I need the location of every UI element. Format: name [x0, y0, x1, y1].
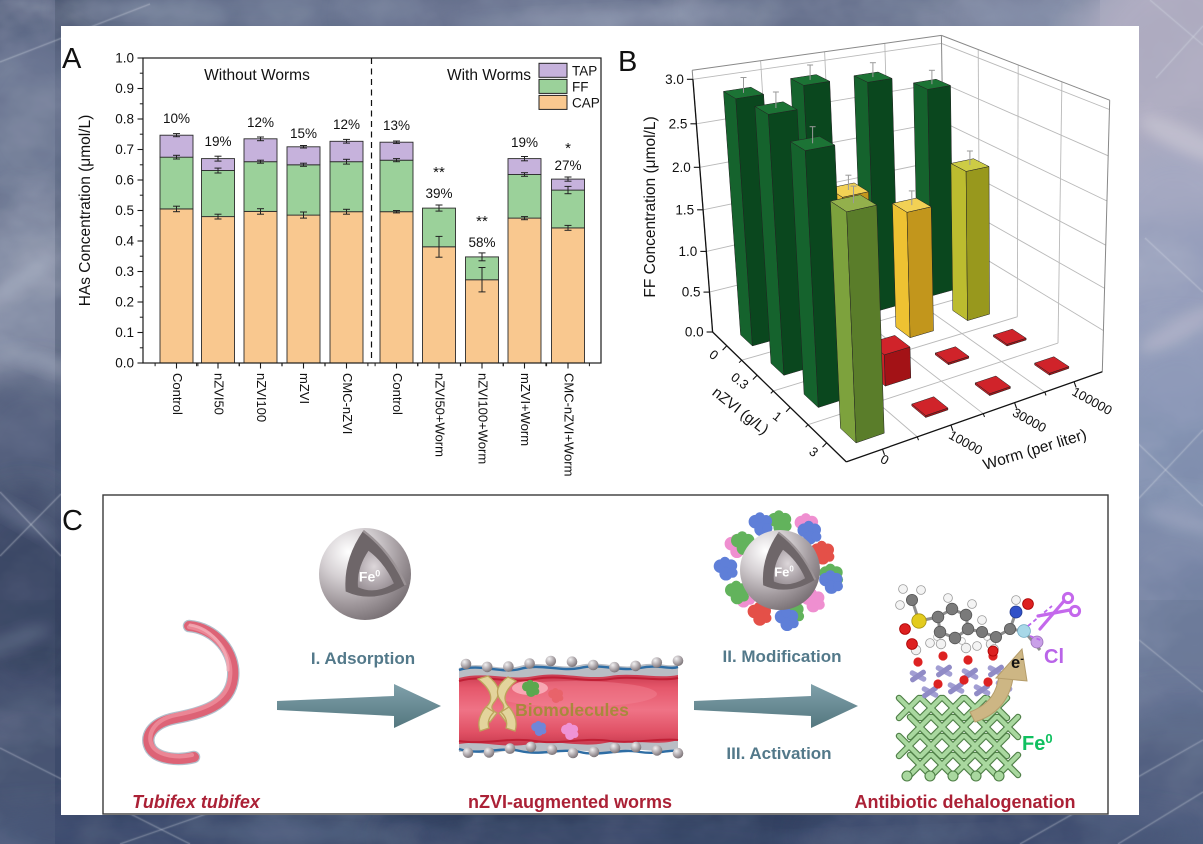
svg-text:27%: 27% — [554, 158, 581, 173]
svg-text:2.5: 2.5 — [669, 116, 688, 131]
svg-text:mZVI: mZVI — [297, 373, 312, 404]
svg-text:0.7: 0.7 — [115, 142, 134, 157]
svg-text:*: * — [565, 140, 571, 157]
svg-text:0.1: 0.1 — [115, 325, 134, 340]
svg-text:mZVI+Worm: mZVI+Worm — [518, 373, 533, 446]
svg-text:1.0: 1.0 — [115, 51, 134, 66]
svg-text:12%: 12% — [247, 115, 274, 130]
svg-text:58%: 58% — [468, 235, 495, 250]
svg-text:C: C — [62, 505, 83, 537]
svg-text:0.0: 0.0 — [115, 356, 134, 371]
svg-text:FF: FF — [572, 79, 589, 94]
svg-text:15%: 15% — [290, 126, 317, 141]
svg-text:19%: 19% — [511, 135, 538, 150]
svg-text:HAs Concentration (μmol/L): HAs Concentration (μmol/L) — [77, 115, 94, 307]
svg-text:0.3: 0.3 — [115, 264, 134, 279]
svg-text:Without Worms: Without Worms — [204, 67, 310, 84]
svg-text:Biomolecules: Biomolecules — [515, 700, 629, 720]
svg-text:nZVI100+Worm: nZVI100+Worm — [475, 373, 490, 464]
svg-text:B: B — [618, 46, 637, 78]
svg-text:2.0: 2.0 — [672, 160, 691, 175]
svg-text:0.2: 0.2 — [115, 295, 134, 310]
svg-text:nZVI100: nZVI100 — [254, 373, 269, 422]
svg-text:Fe0: Fe0 — [774, 564, 794, 579]
svg-text:Control: Control — [170, 373, 185, 415]
svg-text:A: A — [62, 43, 82, 75]
svg-text:19%: 19% — [204, 134, 231, 149]
svg-text:nZVI-augmented worms: nZVI-augmented worms — [468, 792, 672, 812]
svg-text:nZVI50: nZVI50 — [211, 373, 226, 415]
svg-text:12%: 12% — [333, 117, 360, 132]
svg-text:1.5: 1.5 — [675, 202, 694, 217]
svg-text:0.5: 0.5 — [115, 203, 134, 218]
svg-text:Control: Control — [390, 373, 405, 415]
svg-text:0.9: 0.9 — [115, 81, 134, 96]
svg-text:II. Modification: II. Modification — [723, 647, 842, 666]
svg-text:0.8: 0.8 — [115, 112, 134, 127]
svg-text:CMC-nZVI+Worm: CMC-nZVI+Worm — [561, 373, 576, 476]
svg-text:Cl: Cl — [1044, 646, 1064, 668]
svg-text:I. Adsorption: I. Adsorption — [311, 649, 415, 668]
svg-text:3.0: 3.0 — [665, 72, 684, 87]
svg-text:13%: 13% — [383, 118, 410, 133]
svg-text:With Worms: With Worms — [447, 67, 531, 84]
svg-text:10%: 10% — [163, 111, 190, 126]
svg-text:0.4: 0.4 — [115, 234, 134, 249]
svg-text:Fe0: Fe0 — [359, 568, 380, 584]
svg-text:Antibiotic dehalogenation: Antibiotic dehalogenation — [855, 792, 1076, 812]
svg-text:0.6: 0.6 — [115, 173, 134, 188]
svg-text:CAP: CAP — [572, 95, 600, 110]
svg-text:0.0: 0.0 — [685, 325, 704, 340]
svg-text:III. Activation: III. Activation — [726, 744, 831, 763]
svg-text:**: ** — [433, 164, 445, 181]
svg-text:CMC-nZVI: CMC-nZVI — [340, 373, 355, 434]
svg-text:FF Concentration (μmol/L): FF Concentration (μmol/L) — [642, 116, 659, 297]
svg-text:1.0: 1.0 — [679, 244, 698, 259]
svg-text:TAP: TAP — [572, 63, 597, 78]
svg-text:Tubifex tubifex: Tubifex tubifex — [132, 792, 261, 812]
svg-text:39%: 39% — [425, 186, 452, 201]
svg-text:nZVI50+Worm: nZVI50+Worm — [432, 373, 447, 457]
svg-text:**: ** — [476, 213, 488, 230]
svg-text:0.5: 0.5 — [682, 285, 701, 300]
